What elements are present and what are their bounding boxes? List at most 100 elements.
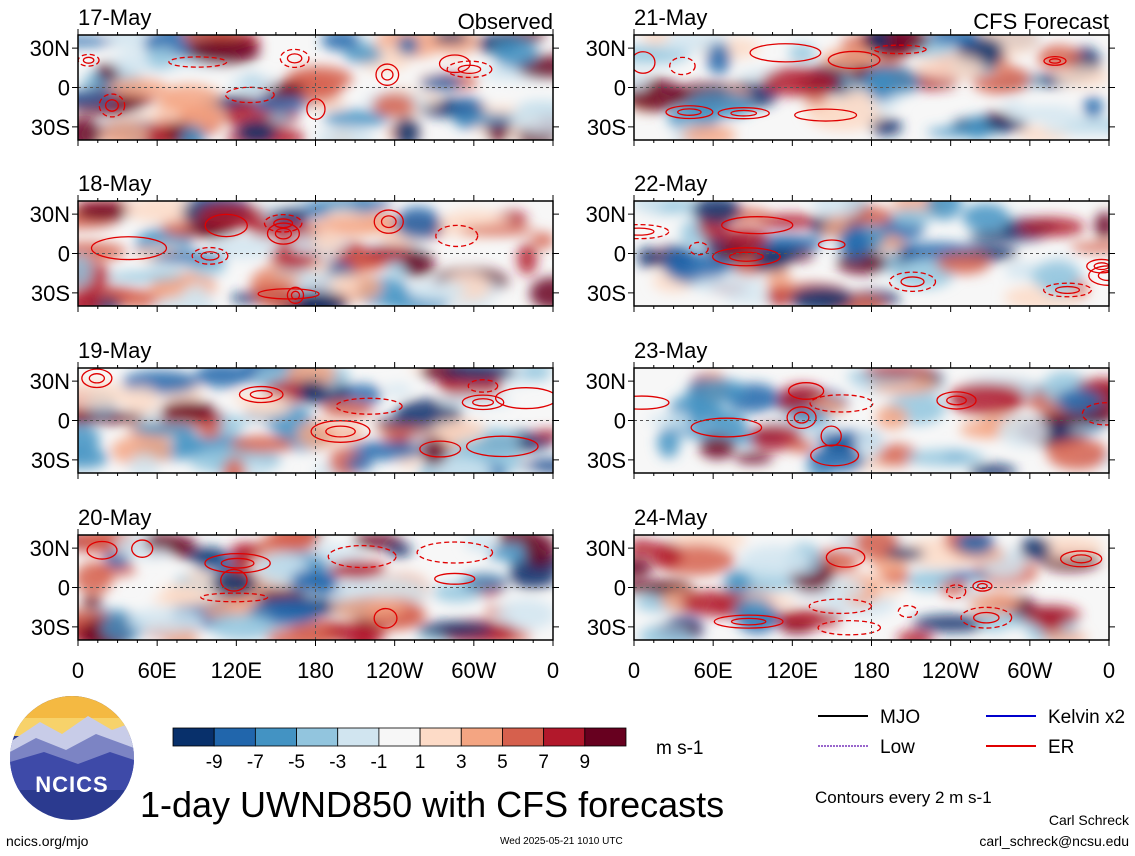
er-contours [81,368,553,458]
panel-date: 20-May [78,505,151,530]
y-tick-label: 0 [58,409,70,434]
colorbar-swatch [543,727,586,747]
legend-label: Low [880,737,915,758]
y-tick-label: 0 [58,576,70,601]
panel-date: 17-May [78,5,151,30]
forecast-label: CFS Forecast [973,9,1109,34]
y-tick-label: 30S [587,448,626,473]
logo-text: NCICS [35,772,108,797]
y-tick-label: 30S [587,281,626,306]
colorbar-swatch [296,727,339,747]
panel-21-May: 21-May 30N 0 30S [586,5,1115,146]
y-tick-label: 30S [587,115,626,140]
er-contours [634,43,1067,122]
panel-date: 24-May [634,505,707,530]
colorbar-units: m s-1 [656,738,704,759]
colorbar-tick-label: -9 [206,752,223,773]
er-contours [713,547,1103,636]
footer-email: carl_schreck@ncsu.edu [979,833,1129,849]
wind-field [78,35,553,140]
y-tick-label: 30N [586,36,626,61]
colorbar-tick-label: 1 [415,752,426,773]
y-tick-label: 0 [614,409,626,434]
contour-note: Contours every 2 m s-1 [815,788,992,807]
x-tick-label: 60E [694,658,733,683]
legend-label: ER [1048,737,1074,758]
x-tick-label: 120W [922,658,980,683]
colorbar-tick-label: 3 [456,752,467,773]
panel-17-May: 17-May 30N 0 30S [30,5,559,146]
panel-date: 23-May [634,338,707,363]
x-tick-label: 60W [451,658,496,683]
colorbar-swatch [254,727,297,747]
colorbar-tick-label: -7 [247,752,264,773]
y-tick-label: 30S [31,281,70,306]
wind-field [78,368,553,473]
er-contours [86,539,494,629]
y-tick-label: 30S [31,615,70,640]
colorbar-tick-label: 7 [538,752,549,773]
colorbar-swatch [213,727,256,747]
y-tick-label: 30N [586,536,626,561]
panel-date: 22-May [634,171,707,196]
wind-field [78,535,553,640]
y-tick-label: 0 [614,576,626,601]
figure-title: 1-day UWND850 with CFS forecasts [140,784,725,825]
colorbar-swatch [460,727,503,747]
footer-author: Carl Schreck [1048,812,1129,828]
wind-field [78,201,553,306]
er-contours [90,209,479,304]
panel-date: 18-May [78,171,151,196]
panel-18-May: 18-May 30N 0 30S [30,171,559,312]
footer-site: ncics.org/mjo [6,833,89,849]
colorbar-tick-label: 9 [580,752,591,773]
er-contours [634,382,1109,467]
panels-layer: 17-May30N030S18-May30N030S19-May30N030S2… [30,5,1115,683]
colorbar-swatch [584,727,627,747]
colorbar-swatch [337,727,380,747]
colorbar-swatch [502,727,545,747]
legend-label: MJO [880,707,920,728]
y-tick-label: 0 [614,76,626,101]
x-tick-label: 120E [211,658,262,683]
wind-field [634,35,1109,140]
panel-date: 19-May [78,338,151,363]
colorbar-swatch [378,727,421,747]
y-tick-label: 30N [30,369,70,394]
x-tick-label: 60W [1007,658,1052,683]
panel-23-May: 23-May 30N 0 30S [586,338,1115,479]
colorbar-tick-label: 5 [497,752,508,773]
ncics-logo: NCICS [10,696,134,820]
colorbar-swatch [419,727,462,747]
legend-label: Kelvin x2 [1048,707,1125,728]
x-tick-label: 120E [767,658,818,683]
y-tick-label: 0 [614,242,626,267]
wind-field [634,201,1109,306]
y-tick-label: 0 [58,76,70,101]
colorbar-swatch [172,727,215,747]
y-tick-label: 30S [31,448,70,473]
wind-field [634,535,1109,640]
legend: MJO Kelvin x2 Low ER [818,707,1125,758]
y-tick-label: 30S [587,615,626,640]
y-tick-label: 30N [586,369,626,394]
panel-22-May: 22-May 30N 0 30S [586,171,1115,312]
x-tick-label: 180 [297,658,334,683]
colorbar-tick-label: -1 [370,752,387,773]
panel-19-May: 19-May 30N 0 30S [30,338,559,479]
y-tick-label: 30N [30,536,70,561]
x-tick-label: 180 [853,658,890,683]
y-tick-label: 0 [58,242,70,267]
y-tick-label: 30N [30,36,70,61]
colorbar-tick-label: -5 [288,752,305,773]
colorbar: -9 -7 -5 -3 -1 1 3 5 7 9 [172,727,627,773]
x-tick-label: 0 [1103,658,1115,683]
y-tick-label: 30N [586,202,626,227]
footer-timestamp: Wed 2025-05-21 1010 UTC [500,836,623,847]
panel-date: 21-May [634,5,707,30]
observed-label: Observed [458,9,553,34]
x-tick-label: 120W [366,658,424,683]
